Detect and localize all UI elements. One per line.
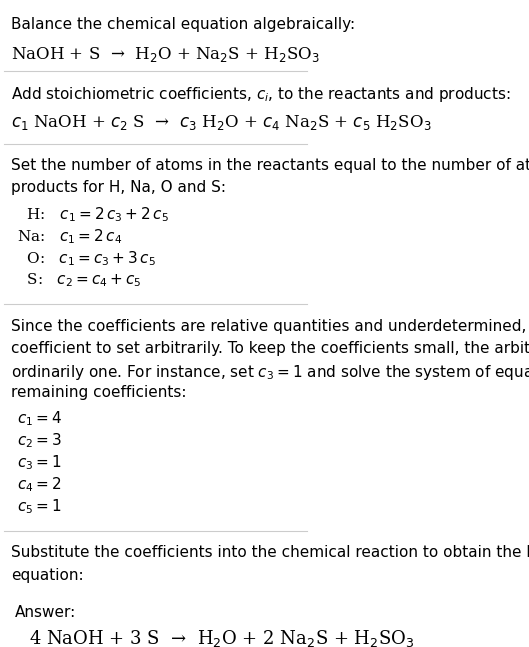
Text: $c_1$ NaOH + $c_2$ S  →  $c_3$ H$_2$O + $c_4$ Na$_2$S + $c_5$ H$_2$SO$_3$: $c_1$ NaOH + $c_2$ S → $c_3$ H$_2$O + $c… (11, 113, 431, 132)
Text: Balance the chemical equation algebraically:: Balance the chemical equation algebraica… (11, 17, 355, 32)
Text: $c_1 = 4$: $c_1 = 4$ (17, 410, 62, 428)
Text: Since the coefficients are relative quantities and underdetermined, choose a: Since the coefficients are relative quan… (11, 319, 529, 334)
Text: O:   $c_1 = c_3 + 3\,c_5$: O: $c_1 = c_3 + 3\,c_5$ (17, 249, 156, 268)
Text: H:   $c_1 = 2\,c_3 + 2\,c_5$: H: $c_1 = 2\,c_3 + 2\,c_5$ (17, 205, 169, 224)
Text: equation:: equation: (11, 567, 83, 582)
Text: $c_2 = 3$: $c_2 = 3$ (17, 432, 62, 450)
Text: 4 NaOH + 3 S  →  H$_2$O + 2 Na$_2$S + H$_2$SO$_3$: 4 NaOH + 3 S → H$_2$O + 2 Na$_2$S + H$_2… (29, 628, 415, 647)
Text: S:   $c_2 = c_4 + c_5$: S: $c_2 = c_4 + c_5$ (17, 271, 141, 289)
Text: Substitute the coefficients into the chemical reaction to obtain the balanced: Substitute the coefficients into the che… (11, 545, 529, 560)
Text: NaOH + S  →  H$_2$O + Na$_2$S + H$_2$SO$_3$: NaOH + S → H$_2$O + Na$_2$S + H$_2$SO$_3… (11, 45, 320, 64)
Text: $c_3 = 1$: $c_3 = 1$ (17, 454, 61, 472)
FancyBboxPatch shape (3, 588, 197, 647)
Text: remaining coefficients:: remaining coefficients: (11, 385, 186, 400)
Text: coefficient to set arbitrarily. To keep the coefficients small, the arbitrary va: coefficient to set arbitrarily. To keep … (11, 341, 529, 356)
Text: Add stoichiometric coefficients, $c_i$, to the reactants and products:: Add stoichiometric coefficients, $c_i$, … (11, 85, 510, 104)
Text: Answer:: Answer: (15, 605, 77, 620)
Text: Na:   $c_1 = 2\,c_4$: Na: $c_1 = 2\,c_4$ (17, 227, 122, 246)
Text: ordinarily one. For instance, set $c_3 = 1$ and solve the system of equations fo: ordinarily one. For instance, set $c_3 =… (11, 363, 529, 382)
Text: Set the number of atoms in the reactants equal to the number of atoms in the: Set the number of atoms in the reactants… (11, 159, 529, 173)
Text: $c_4 = 2$: $c_4 = 2$ (17, 476, 61, 494)
Text: $c_5 = 1$: $c_5 = 1$ (17, 498, 61, 516)
Text: products for H, Na, O and S:: products for H, Na, O and S: (11, 181, 226, 195)
